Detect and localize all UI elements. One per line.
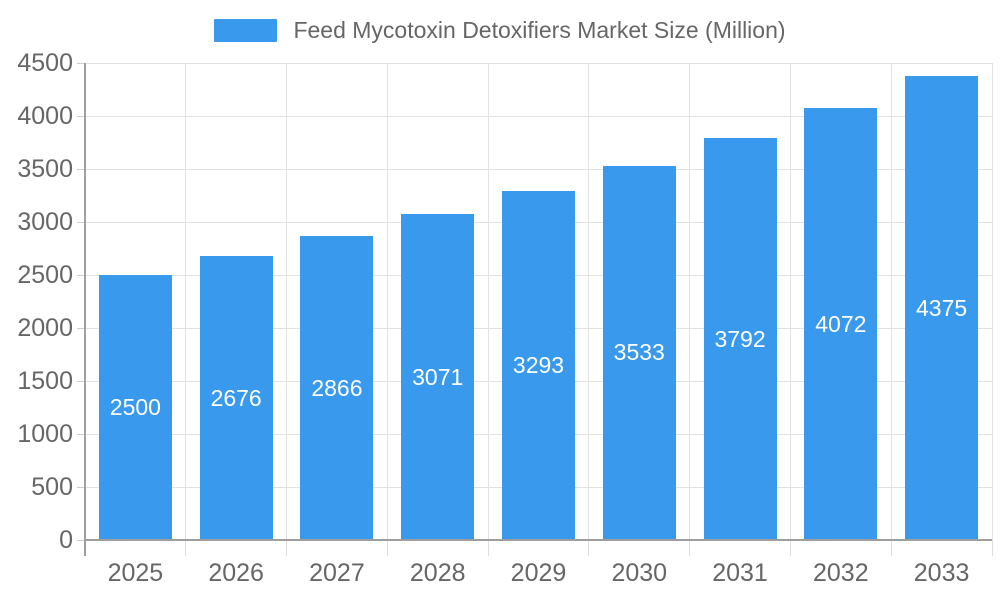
- x-axis-tick: [588, 540, 590, 556]
- y-axis-label: 4500: [17, 49, 73, 77]
- x-axis-tick: [789, 540, 791, 556]
- y-axis-tick: [77, 274, 85, 276]
- gridline-vertical: [487, 63, 489, 540]
- x-axis-tick: [286, 540, 288, 556]
- bar-value-label: 2676: [210, 384, 262, 411]
- gridline-vertical: [588, 63, 590, 540]
- bar-value-label: 4375: [916, 294, 968, 321]
- x-axis-label: 2027: [309, 559, 365, 587]
- y-axis-label: 2500: [17, 261, 73, 289]
- y-axis-tick: [77, 433, 85, 435]
- x-axis-label: 2026: [208, 559, 264, 587]
- bar[interactable]: 2866: [300, 236, 374, 540]
- bar-value-label: 2500: [109, 394, 161, 420]
- bar-value-label: 3533: [613, 339, 665, 366]
- gridline-vertical: [890, 63, 892, 540]
- y-axis-label: 4000: [17, 102, 73, 130]
- gridline-horizontal: [85, 115, 992, 117]
- gridline-vertical: [185, 63, 187, 540]
- gridline-horizontal: [85, 168, 992, 170]
- y-axis-line: [84, 63, 86, 556]
- bar-value-label: 3071: [412, 363, 464, 390]
- x-axis-tick: [689, 540, 691, 556]
- gridline-vertical: [286, 63, 288, 540]
- x-axis-label: 2030: [611, 559, 668, 587]
- y-axis-label: 0: [59, 526, 73, 554]
- y-axis-tick: [77, 221, 85, 223]
- y-axis-label: 500: [31, 473, 73, 501]
- bar[interactable]: 3293: [502, 190, 575, 540]
- y-axis-tick: [77, 486, 85, 488]
- y-axis-tick: [77, 380, 85, 382]
- y-axis-tick: [77, 327, 85, 329]
- bar-value-label: 2866: [311, 374, 363, 401]
- legend: Feed Mycotoxin Detoxifiers Market Size (…: [0, 17, 1000, 44]
- x-axis-label: 2032: [813, 559, 869, 587]
- x-axis-tick: [991, 540, 993, 556]
- x-axis-label: 2028: [409, 559, 466, 587]
- bar-value-label: 4072: [815, 310, 867, 337]
- y-axis-label: 1500: [17, 367, 73, 395]
- legend-label[interactable]: Feed Mycotoxin Detoxifiers Market Size (…: [293, 17, 786, 43]
- x-axis-tick: [487, 540, 489, 556]
- gridline-horizontal: [85, 62, 992, 64]
- y-axis-tick: [77, 115, 85, 117]
- x-axis-tick: [890, 540, 892, 556]
- x-axis-label: 2031: [712, 559, 768, 587]
- x-axis-line: [85, 539, 992, 541]
- bar[interactable]: 4375: [905, 76, 979, 540]
- bar[interactable]: 4072: [804, 108, 878, 540]
- bar[interactable]: 3533: [602, 165, 676, 540]
- y-axis-tick: [77, 168, 85, 170]
- y-axis-label: 2000: [17, 314, 73, 342]
- y-axis-tick: [77, 62, 85, 64]
- y-axis-tick: [77, 539, 85, 541]
- x-axis-tick: [386, 540, 388, 556]
- bar[interactable]: 3071: [401, 214, 475, 540]
- bar-value-label: 3293: [512, 351, 565, 378]
- x-axis-tick: [185, 540, 187, 556]
- bar[interactable]: 2500: [98, 275, 172, 540]
- bar-value-label: 3792: [714, 325, 766, 352]
- gridline-vertical: [991, 63, 993, 540]
- y-axis-label: 3500: [17, 155, 73, 183]
- bar[interactable]: 2676: [199, 256, 273, 540]
- x-axis-label: 2025: [107, 559, 164, 587]
- legend-swatch[interactable]: [214, 19, 278, 42]
- y-axis-label: 1000: [17, 420, 73, 448]
- y-axis-label: 3000: [17, 208, 73, 236]
- gridline-vertical: [689, 63, 691, 540]
- gridline-vertical: [789, 63, 791, 540]
- gridline-vertical: [386, 63, 388, 540]
- bar[interactable]: 3792: [703, 138, 777, 540]
- x-axis-label: 2033: [913, 559, 970, 587]
- x-axis-label: 2029: [510, 559, 567, 587]
